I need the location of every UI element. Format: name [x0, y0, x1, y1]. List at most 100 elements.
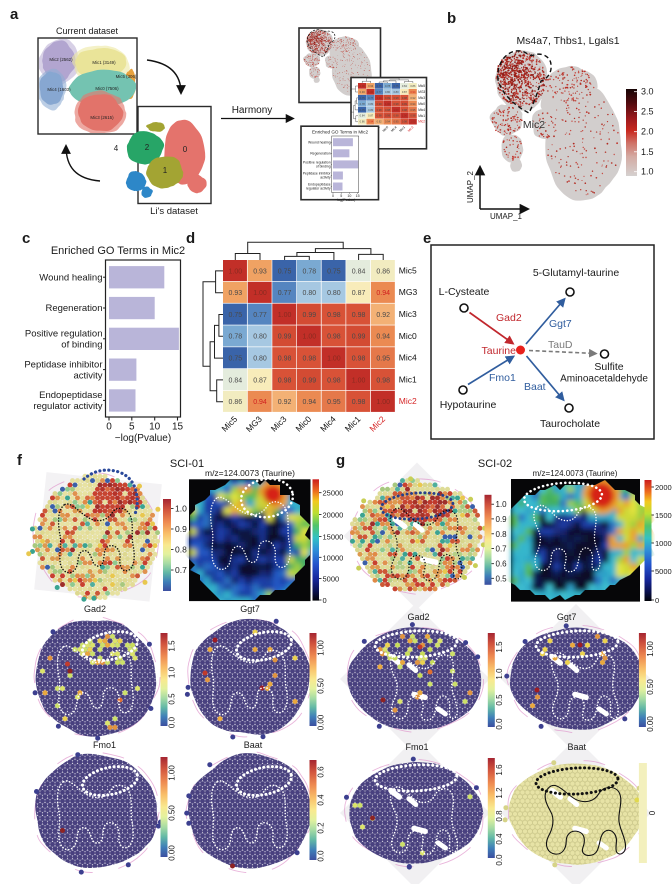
svg-text:0.99: 0.99 [278, 334, 292, 341]
svg-text:0.8: 0.8 [495, 810, 504, 822]
svg-text:10000: 10000 [655, 539, 672, 548]
svg-text:1.00: 1.00 [168, 765, 177, 781]
svg-text:0.95: 0.95 [393, 120, 399, 124]
svg-text:SCI-01: SCI-01 [170, 458, 204, 470]
svg-text:0.99: 0.99 [385, 96, 391, 100]
svg-text:25000: 25000 [323, 489, 344, 498]
svg-text:1.5: 1.5 [495, 641, 504, 653]
svg-text:0.5: 0.5 [495, 694, 504, 706]
svg-text:0.98: 0.98 [385, 108, 391, 112]
svg-text:Wound healing: Wound healing [39, 272, 102, 283]
svg-text:1.0: 1.0 [641, 167, 654, 177]
svg-text:0.98: 0.98 [302, 356, 316, 363]
svg-text:0.4: 0.4 [495, 833, 504, 845]
svg-text:Mic0: Mic0 [418, 102, 425, 106]
svg-text:0.93: 0.93 [253, 268, 267, 275]
svg-text:0.92: 0.92 [278, 399, 292, 406]
svg-text:5: 5 [340, 194, 342, 198]
svg-text:TauD: TauD [548, 339, 573, 351]
svg-text:Mic5 (306): Mic5 (306) [116, 74, 137, 79]
svg-text:Ggt7: Ggt7 [240, 604, 260, 614]
svg-text:0.50: 0.50 [317, 678, 326, 694]
svg-text:1.00: 1.00 [327, 356, 341, 363]
svg-text:0.99: 0.99 [385, 114, 391, 118]
svg-text:1.5: 1.5 [168, 640, 177, 652]
svg-text:0.92: 0.92 [376, 312, 390, 319]
svg-text:Endopeptidase: Endopeptidase [308, 183, 331, 187]
svg-text:0.87: 0.87 [352, 290, 366, 297]
svg-text:0.5: 0.5 [496, 574, 508, 583]
svg-text:0.87: 0.87 [253, 377, 267, 384]
svg-text:0.98: 0.98 [352, 356, 366, 363]
svg-text:1.0: 1.0 [495, 668, 504, 680]
svg-text:Mic1: Mic1 [418, 114, 425, 118]
svg-text:Peptidase inhibitor: Peptidase inhibitor [303, 172, 332, 176]
svg-text:0.8: 0.8 [175, 545, 187, 555]
svg-text:0: 0 [332, 194, 334, 198]
svg-text:2: 2 [145, 143, 150, 152]
svg-text:1.00: 1.00 [253, 290, 267, 297]
svg-text:0.7: 0.7 [496, 545, 508, 554]
svg-text:1.00: 1.00 [385, 102, 391, 106]
svg-text:0.87: 0.87 [402, 90, 408, 94]
svg-text:0: 0 [106, 422, 112, 433]
svg-text:UMAP_1: UMAP_1 [490, 212, 523, 221]
svg-text:Mic1: Mic1 [398, 125, 406, 133]
svg-text:0.94: 0.94 [376, 334, 390, 341]
svg-text:1.00: 1.00 [646, 641, 655, 657]
svg-text:0.0: 0.0 [495, 854, 504, 866]
svg-text:0.98: 0.98 [278, 377, 292, 384]
svg-text:0.98: 0.98 [327, 334, 341, 341]
svg-text:of binding: of binding [61, 340, 102, 351]
svg-text:Ggt7: Ggt7 [549, 318, 572, 330]
svg-text:1.0: 1.0 [496, 500, 508, 509]
svg-text:Mic0 (7506): Mic0 (7506) [95, 86, 119, 91]
svg-text:Peptidase inhibitor: Peptidase inhibitor [24, 359, 102, 370]
svg-text:0.98: 0.98 [410, 114, 416, 118]
svg-text:Ms4a7, Thbs1, Lgals1: Ms4a7, Thbs1, Lgals1 [516, 35, 619, 47]
svg-text:0.94: 0.94 [376, 290, 390, 297]
svg-text:Mic1 (3149): Mic1 (3149) [92, 60, 116, 65]
svg-text:0.75: 0.75 [360, 96, 366, 100]
svg-text:0.0: 0.0 [495, 718, 504, 730]
svg-text:Mic2: Mic2 [399, 396, 417, 406]
svg-text:10: 10 [149, 422, 161, 433]
svg-text:0.94: 0.94 [253, 399, 267, 406]
svg-text:0.9: 0.9 [175, 524, 187, 534]
svg-text:1.00: 1.00 [377, 96, 383, 100]
svg-text:0.4: 0.4 [317, 794, 326, 806]
svg-text:Mic2: Mic2 [407, 125, 415, 133]
svg-text:0.50: 0.50 [168, 805, 177, 821]
svg-text:0.93: 0.93 [368, 84, 374, 88]
svg-text:0.86: 0.86 [376, 268, 390, 275]
svg-text:0.9: 0.9 [496, 515, 508, 524]
svg-text:0.8: 0.8 [496, 530, 508, 539]
svg-text:0.75: 0.75 [228, 356, 242, 363]
svg-text:Hypotaurine: Hypotaurine [440, 399, 497, 411]
svg-text:0.75: 0.75 [393, 84, 399, 88]
svg-text:1.0: 1.0 [168, 666, 177, 678]
svg-text:Mic4: Mic4 [418, 108, 425, 112]
svg-text:0.98: 0.98 [402, 108, 408, 112]
svg-text:0.75: 0.75 [278, 268, 292, 275]
svg-text:Current dataset: Current dataset [56, 26, 119, 36]
svg-text:0.77: 0.77 [278, 290, 292, 297]
svg-text:1.6: 1.6 [495, 764, 504, 776]
svg-text:0: 0 [655, 596, 659, 605]
svg-text:Gad2: Gad2 [496, 312, 522, 324]
svg-text:1.00: 1.00 [410, 120, 416, 124]
svg-text:1.00: 1.00 [393, 108, 399, 112]
svg-text:Gad2: Gad2 [84, 604, 106, 614]
svg-text:1.5: 1.5 [641, 147, 654, 157]
svg-text:0.99: 0.99 [402, 102, 408, 106]
svg-text:0.78: 0.78 [360, 102, 366, 106]
svg-text:20000: 20000 [323, 511, 344, 520]
svg-text:0.98: 0.98 [402, 120, 408, 124]
svg-text:0.80: 0.80 [385, 90, 391, 94]
svg-text:0.99: 0.99 [377, 102, 383, 106]
svg-text:Taurocholate: Taurocholate [540, 418, 600, 430]
svg-text:0.94: 0.94 [385, 120, 391, 124]
svg-text:activity: activity [73, 370, 102, 381]
svg-text:0.98: 0.98 [327, 312, 341, 319]
svg-text:0.98: 0.98 [352, 312, 366, 319]
